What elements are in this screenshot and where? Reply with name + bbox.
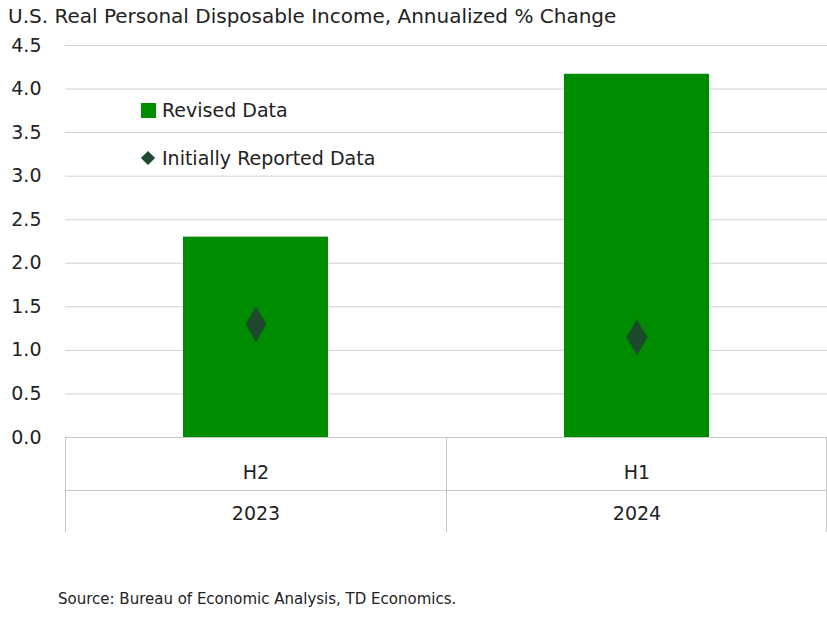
svg-text:2.0: 2.0 xyxy=(11,251,41,273)
svg-text:0.0: 0.0 xyxy=(11,426,41,448)
svg-text:1.5: 1.5 xyxy=(11,295,41,317)
html-text:Initially Reported Data: Initially Reported Data xyxy=(162,147,376,169)
svg-text:0.5: 0.5 xyxy=(11,382,41,404)
svg-text:4.0: 4.0 xyxy=(11,77,41,99)
svg-text:2.5: 2.5 xyxy=(11,208,41,230)
svg-text:3.0: 3.0 xyxy=(11,164,41,186)
svg-text:3.5: 3.5 xyxy=(11,121,41,143)
html-text:Source: Bureau of Economic Ana: Source: Bureau of Economic Analysis, TD … xyxy=(58,590,457,608)
svg-text:2023: 2023 xyxy=(232,502,280,524)
svg-text:1.0: 1.0 xyxy=(11,338,41,360)
svg-text:H1: H1 xyxy=(624,461,650,483)
svg-text:H2: H2 xyxy=(243,461,269,483)
svg-text:2024: 2024 xyxy=(613,502,661,524)
svg-text:4.5: 4.5 xyxy=(11,35,41,56)
html-text:Revised Data: Revised Data xyxy=(162,99,288,121)
html-text:U.S. Real Personal Disposable: U.S. Real Personal Disposable Income, An… xyxy=(8,4,617,28)
